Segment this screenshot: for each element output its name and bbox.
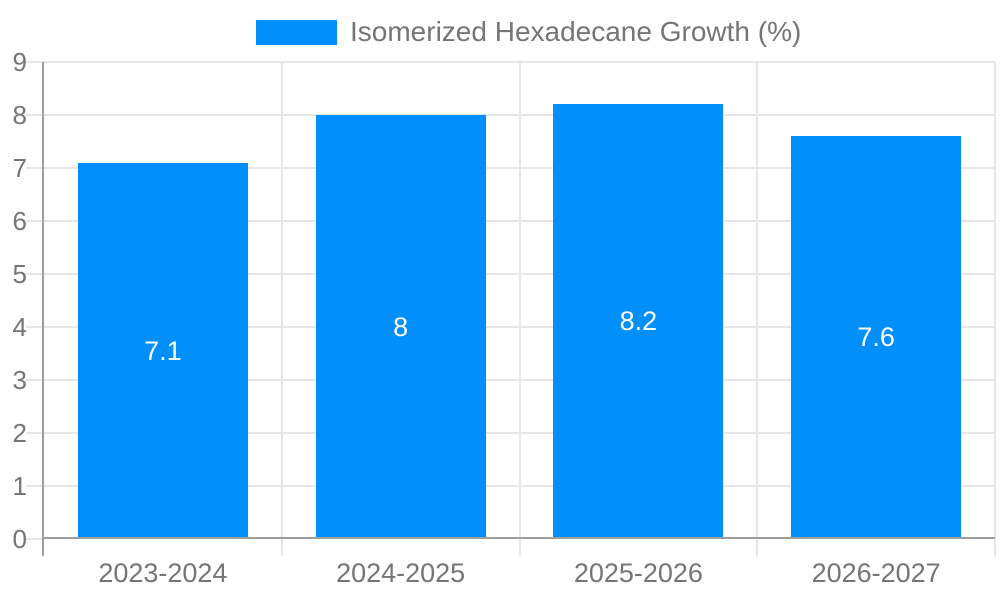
gridline-vertical	[756, 62, 759, 556]
y-axis-tick	[26, 485, 44, 487]
bar-value-label: 7.6	[857, 322, 895, 352]
y-axis-tick-label: 6	[12, 206, 27, 236]
y-axis-tick	[26, 61, 44, 63]
y-axis-tick-label: 0	[12, 524, 27, 554]
y-axis-tick	[26, 538, 44, 540]
y-axis-tick	[26, 326, 44, 328]
y-axis-tick	[26, 167, 44, 169]
y-axis-tick	[26, 273, 44, 275]
y-axis-tick	[26, 220, 44, 222]
y-axis-tick-label: 7	[12, 153, 27, 183]
plot-area: 7.1 8 8.2 7.6	[44, 61, 996, 556]
bar[interactable]: 8.2	[553, 104, 724, 539]
bar-value-label: 8.2	[619, 306, 658, 336]
bar-value-label: 8	[393, 311, 409, 342]
bar[interactable]: 7.1	[77, 163, 248, 539]
bar[interactable]: 7.6	[791, 136, 962, 539]
legend-item[interactable]: Isomerized Hexadecane Growth (%)	[256, 18, 801, 46]
y-axis-tick-label: 3	[12, 365, 27, 395]
y-axis-tick-label: 9	[12, 47, 27, 77]
bar-value-label: 7.1	[144, 335, 182, 366]
y-axis-tick	[26, 379, 44, 381]
y-axis-tick-label: 4	[12, 312, 27, 342]
bar[interactable]: 8	[315, 115, 486, 539]
legend-label: Isomerized Hexadecane Growth (%)	[350, 16, 802, 47]
y-axis-tick-label: 8	[12, 100, 27, 130]
y-axis-tick-label: 1	[12, 471, 27, 501]
y-axis-tick	[26, 432, 44, 434]
x-axis-category-label: 2024-2025	[336, 558, 466, 588]
y-axis-tick	[26, 114, 44, 116]
gridline-vertical	[518, 62, 521, 556]
y-axis-tick-label: 5	[12, 259, 27, 289]
x-axis-category-label: 2026-2027	[811, 558, 941, 588]
x-axis-line	[42, 537, 995, 539]
x-axis-category-label: 2023-2024	[98, 558, 228, 588]
y-axis-line	[42, 62, 44, 556]
legend-swatch-icon	[256, 19, 337, 45]
y-axis-tick-label: 2	[12, 418, 27, 448]
x-axis-category-label: 2025-2026	[573, 558, 703, 588]
gridline-vertical	[280, 62, 283, 556]
gridline-vertical	[994, 62, 996, 556]
